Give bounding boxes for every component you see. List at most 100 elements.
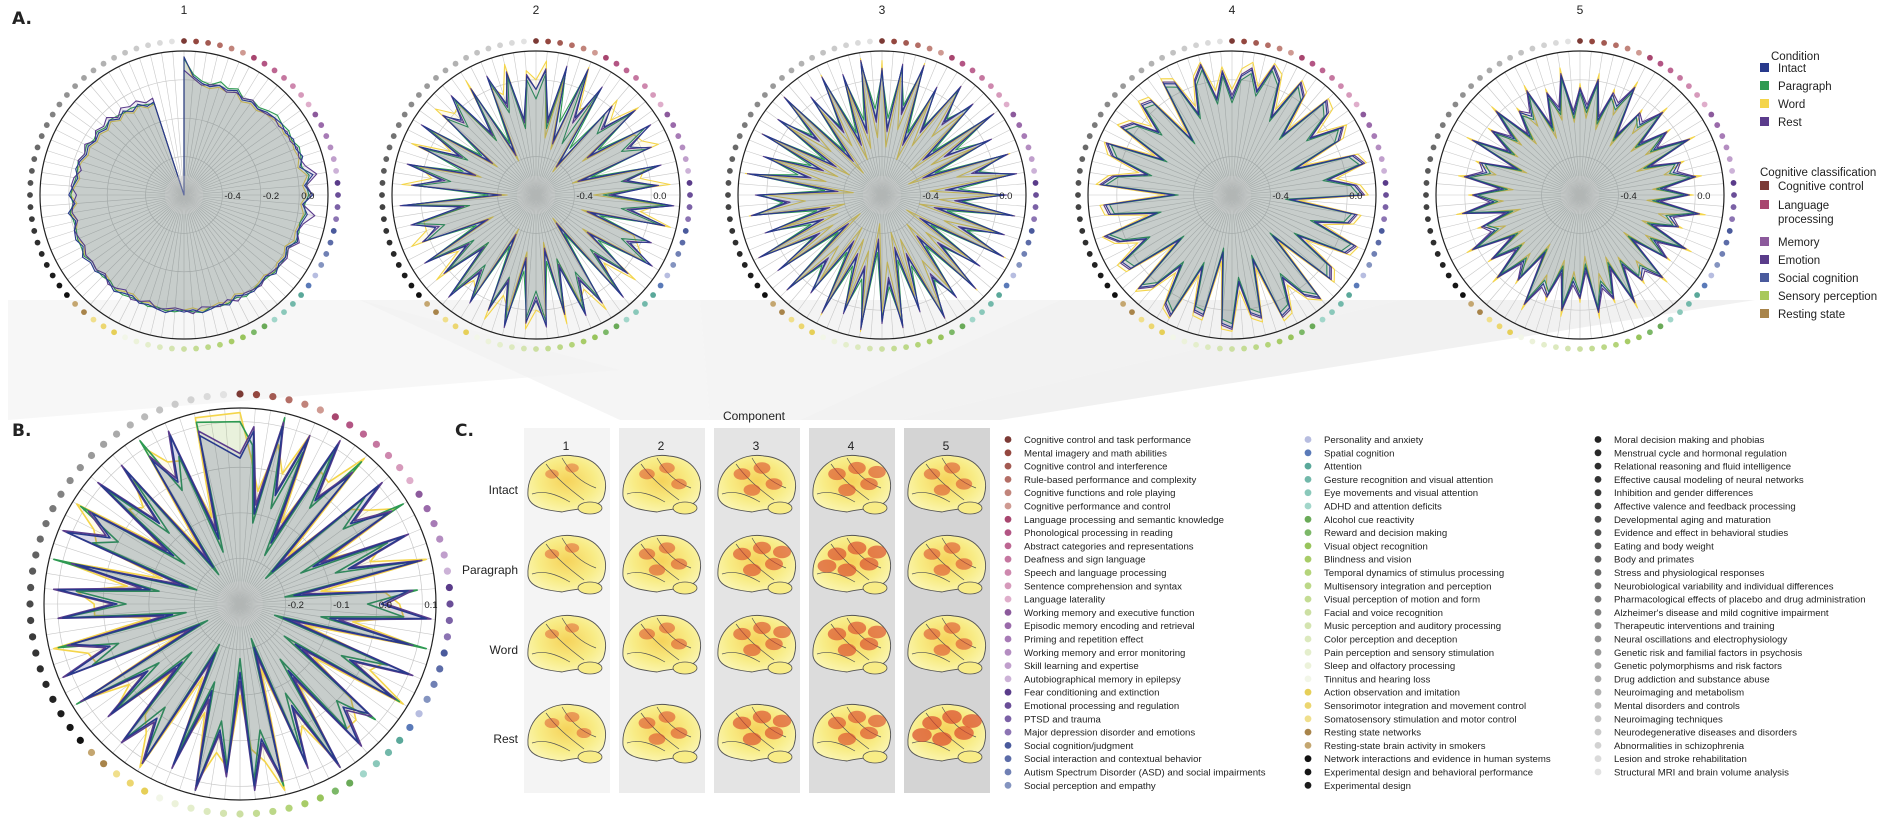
topic-dot [228,45,235,52]
topic-dot [193,38,199,45]
topic-dot [1097,272,1104,279]
topic-label: Rule-based performance and complexity [1024,475,1196,486]
radar-spoke [161,52,185,196]
radar-spoke [1147,194,1233,312]
topic-label: Autism Spectrum Disorder (ASD) and socia… [1024,768,1266,779]
topic-dot [1111,92,1118,98]
topic-dot [987,83,994,90]
topic-dot [90,67,97,74]
topic-dot [580,338,587,345]
radar-spoke [881,194,992,289]
radar-spoke [1231,57,1277,196]
radar-spoke [209,410,241,605]
radar-tick-label: -0.4 [1620,191,1636,202]
radar-spoke [1231,194,1355,271]
topic-dot [959,60,966,67]
topic-swatch [1004,555,1012,563]
topic-dot [1667,67,1674,74]
topic-dot [641,83,648,90]
topic-label: Cognitive control and task performance [1024,435,1191,446]
topic-label: Action observation and imitation [1324,688,1460,699]
radar-spoke [772,101,883,196]
radar-spoke [451,194,537,312]
radar-spoke [1103,129,1233,196]
topic-swatch [1304,529,1312,536]
radar-spoke [1231,172,1375,196]
topic-dot [156,406,164,414]
topic-label: Pharmacological effects of placebo and d… [1614,595,1866,606]
radar-spoke [1579,78,1665,196]
radar-spoke [848,194,883,336]
topic-label: Social perception and empathy [1024,781,1156,792]
topic-dot [1434,133,1441,139]
topic-dot [1010,111,1017,118]
topic-dot [285,396,293,404]
topic-dot [379,180,386,186]
radar-spoke [1457,119,1581,196]
topic-dot [203,807,211,816]
topic-dot [949,329,955,336]
brain-map [717,534,796,595]
topic-dot [205,344,211,351]
component-column-label: 4 [848,439,855,453]
topic-dot [43,122,50,128]
topic-dot [1381,216,1388,222]
topic-dot [725,204,732,210]
radar-spoke [535,194,639,298]
radar-spoke [150,54,185,196]
topic-label: Speech and language processing [1024,568,1166,579]
topic-dot [736,251,743,257]
radar-spoke [1103,194,1233,261]
radar-center [516,175,556,215]
topic-label: Phonological processing in reading [1024,528,1173,539]
topic-label: PTSD and trauma [1024,714,1101,725]
topic-dot [1427,156,1434,162]
topic-dot [401,111,408,118]
radar-spoke [43,194,185,229]
topic-dot [979,309,985,316]
radar-spoke [183,194,260,318]
radar-spoke [881,72,958,196]
legend-label-intact: Intact [1778,63,1807,75]
topic-dot [1701,282,1708,289]
topic-dot [1076,216,1083,222]
topic-swatch [1594,635,1602,643]
topic-dot [1076,168,1083,174]
topic-dot [726,216,733,222]
topic-dot [879,346,885,352]
radar-spoke [183,101,294,196]
topic-label: Language processing and semantic knowled… [1024,515,1224,526]
topic-label: Drug addiction and substance abuse [1614,674,1770,685]
legend-swatch-word [1760,99,1769,108]
topic-dot [1423,204,1430,210]
topic-dot [169,38,175,45]
topic-dot [49,111,56,118]
radar-spoke [788,85,883,196]
cog-swatch [1760,273,1769,282]
panel-a-label: A. [12,9,32,29]
topic-dot [1181,338,1188,345]
cog-swatch [1760,291,1769,300]
radar-spoke [1524,61,1581,196]
radar-gridline [1193,156,1271,234]
radar-spoke [535,110,653,196]
topic-dot [1217,38,1223,45]
topic-dot [1129,309,1135,316]
radar-spoke [1446,194,1581,251]
topic-swatch [1594,449,1602,457]
radar-gridline [1464,79,1696,311]
radar-spoke [183,194,250,324]
radar-spoke [108,72,185,196]
topic-dot [445,616,453,625]
topic-dot [305,282,312,289]
radar-spoke [1439,194,1581,229]
topic-label: Fear conditioning and extinction [1024,688,1159,699]
panel-b-label: B. [12,421,31,441]
topic-dot [316,794,324,802]
radar-spoke [1579,194,1703,271]
topic-dot [141,787,149,795]
topic-dot [1624,45,1631,52]
radar-spoke [118,66,185,196]
topic-swatch [1004,675,1012,683]
radar-spoke [139,194,185,333]
